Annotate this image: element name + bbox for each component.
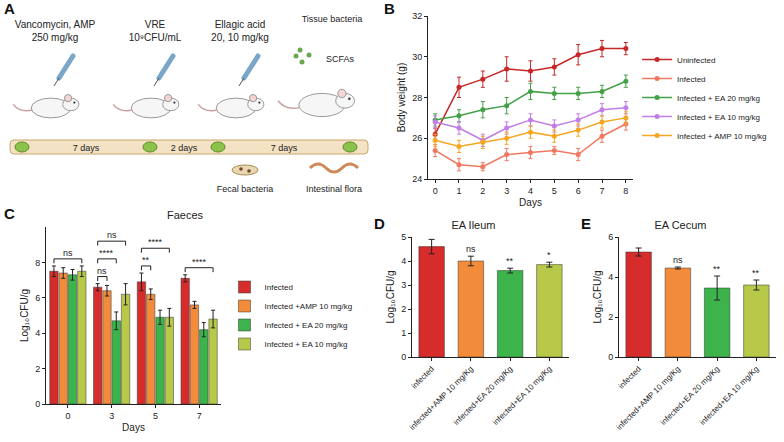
svg-text:ns: ns [97,266,107,276]
svg-text:Infected + AMP 10 mg/kg: Infected + AMP 10 mg/kg [677,132,766,141]
svg-text:Infected + EA 20 mg/kg: Infected + EA 20 mg/kg [265,321,348,330]
svg-text:6: 6 [608,232,613,242]
html-text:C: C [4,205,15,222]
svg-text:Intestinal flora: Intestinal flora [306,184,362,194]
svg-text:6: 6 [576,186,581,196]
svg-text:Body weight (g): Body weight (g) [396,63,407,132]
svg-text:24: 24 [412,174,422,184]
svg-text:2 days: 2 days [171,143,198,153]
svg-text:32: 32 [412,11,422,21]
svg-text:Log₁₀CFU/g: Log₁₀CFU/g [385,270,396,323]
svg-text:3: 3 [504,186,509,196]
svg-text:28: 28 [412,93,422,103]
svg-text:0: 0 [35,399,40,409]
svg-text:0: 0 [401,352,406,362]
svg-text:8: 8 [623,186,628,196]
svg-text:**: ** [752,268,760,278]
svg-text:5: 5 [401,232,406,242]
svg-text:0: 0 [433,186,438,196]
svg-text:2: 2 [35,364,40,374]
svg-text:infected: infected [617,364,643,390]
svg-text:Infected +AMP 10 mg/kg: Infected +AMP 10 mg/kg [265,302,353,311]
svg-text:Infected + EA 10 mg/kg: Infected + EA 10 mg/kg [677,113,760,122]
svg-text:4: 4 [528,186,533,196]
svg-text:****: **** [192,257,207,267]
svg-text:SCFAs: SCFAs [326,54,355,64]
svg-text:Infected: Infected [265,283,293,292]
html-text:E: E [581,215,591,232]
svg-text:1: 1 [456,186,461,196]
svg-text:3: 3 [401,280,406,290]
svg-text:4: 4 [35,328,40,338]
svg-text:7 days: 7 days [271,143,298,153]
svg-text:Fecal bacteria: Fecal bacteria [217,184,274,194]
svg-text:30: 30 [412,52,422,62]
svg-text:6: 6 [35,293,40,303]
svg-text:Faeces: Faeces [167,209,204,221]
svg-text:ns: ns [466,244,476,254]
svg-text:Uninfected: Uninfected [677,56,715,65]
svg-text:250 mg/kg: 250 mg/kg [32,32,79,43]
svg-text:Infected + EA 20 mg/kg: Infected + EA 20 mg/kg [677,94,760,103]
html-text:A: A [4,0,15,17]
svg-text:infected+EA 20 mg/Kg: infected+EA 20 mg/Kg [452,364,515,427]
svg-text:7: 7 [197,411,202,421]
svg-text:0: 0 [608,352,613,362]
svg-text:****: **** [99,248,114,258]
svg-text:EA Cecum: EA Cecum [655,219,707,231]
svg-text:infected+EA 10 mg/Kg: infected+EA 10 mg/Kg [698,364,761,427]
svg-text:0: 0 [65,411,70,421]
svg-text:10⁹CFU/mL: 10⁹CFU/mL [129,32,182,43]
svg-text:****: **** [148,237,163,247]
svg-text:1: 1 [401,328,406,338]
svg-text:5: 5 [153,411,158,421]
svg-text:**: ** [713,264,721,274]
svg-text:infected+AMP 10 mg/Kg: infected+AMP 10 mg/Kg [408,364,475,431]
svg-text:Tissue bacteria: Tissue bacteria [302,14,363,24]
html-text:B: B [384,0,395,17]
svg-text:EA Ileum: EA Ileum [451,219,495,231]
svg-text:Log₁₀CFU/g: Log₁₀CFU/g [592,270,603,323]
svg-text:Days: Days [519,197,542,208]
html-text:D: D [374,215,385,232]
svg-text:Vancomycin, AMP: Vancomycin, AMP [15,19,96,30]
svg-text:4: 4 [401,256,406,266]
svg-text:2: 2 [401,304,406,314]
svg-text:4: 4 [608,272,613,282]
svg-text:**: ** [142,255,150,265]
svg-text:ns: ns [107,230,117,240]
svg-text:ns: ns [673,255,683,265]
svg-text:ns: ns [63,248,73,258]
svg-text:*: * [547,250,551,260]
svg-text:infected+EA 20 mg/Kg: infected+EA 20 mg/Kg [659,364,722,427]
svg-text:20, 10 mg/kg: 20, 10 mg/kg [211,32,269,43]
svg-text:Infected: Infected [677,75,705,84]
svg-text:Ellagic acid: Ellagic acid [215,19,266,30]
svg-text:Days: Days [122,422,145,433]
svg-text:infected: infected [410,364,436,390]
svg-text:2: 2 [608,312,613,322]
svg-text:2: 2 [480,186,485,196]
svg-text:VRE: VRE [145,19,166,30]
svg-text:Infected + EA 10 mg/kg: Infected + EA 10 mg/kg [265,340,348,349]
svg-text:5: 5 [552,186,557,196]
svg-text:**: ** [506,256,514,266]
svg-text:infected+AMP 10 mg/Kg: infected+AMP 10 mg/Kg [615,364,682,431]
svg-text:7: 7 [600,186,605,196]
svg-text:26: 26 [412,133,422,143]
svg-text:8: 8 [35,258,40,268]
svg-text:infected+EA 10 mg/Kg: infected+EA 10 mg/Kg [491,364,554,427]
svg-text:7 days: 7 days [73,143,100,153]
svg-text:Log₁₀CFU/g: Log₁₀CFU/g [19,289,30,342]
svg-text:3: 3 [109,411,114,421]
